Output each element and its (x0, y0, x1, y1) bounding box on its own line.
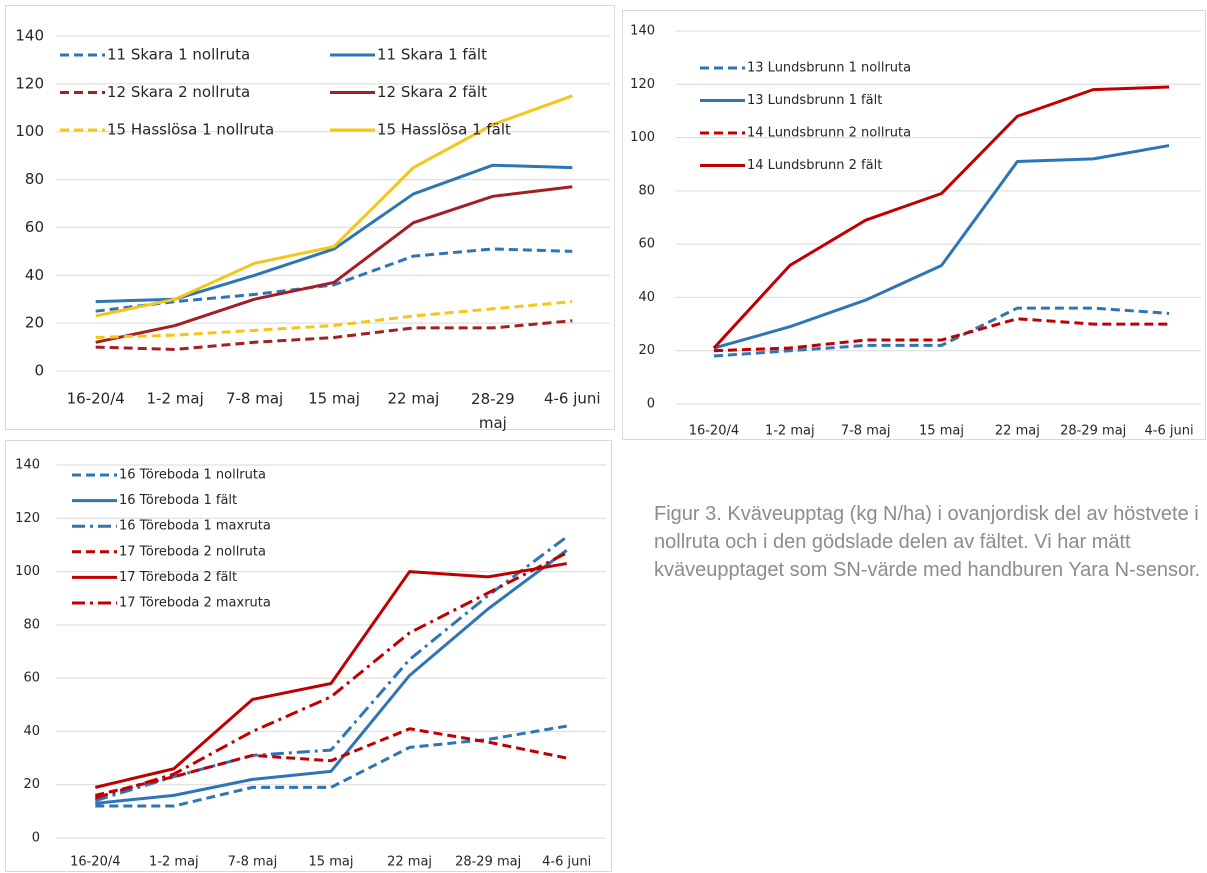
data-line (713, 317, 1170, 353)
y-tick-label: 60 (23, 671, 40, 686)
x-tick-label: 22 maj (387, 855, 432, 870)
x-tick-label: 15 maj (308, 390, 360, 408)
y-tick-label: 140 (15, 27, 44, 45)
legend-label: 14 Lundsbrunn 2 nollruta (747, 126, 911, 141)
data-line (713, 306, 1170, 358)
x-tick-label: 15 maj (309, 855, 354, 870)
data-line (95, 319, 573, 351)
y-tick-label: 0 (32, 831, 40, 846)
legend-label: 13 Lundsbrunn 1 fält (747, 93, 882, 108)
x-tick-label: 16-20/4 (70, 855, 120, 870)
y-tick-label: 140 (15, 458, 40, 473)
data-line (95, 185, 573, 344)
legend-label: 16 Töreboda 1 maxruta (119, 519, 271, 534)
legend-label: 12 Skara 2 fält (377, 83, 487, 101)
legend-label: 15 Hasslösa 1 nollruta (107, 121, 274, 139)
x-tick-label: 28-29 maj (471, 390, 515, 432)
data-line (713, 144, 1170, 350)
x-tick-label: 16-20/4 (67, 390, 125, 408)
y-tick-label: 120 (15, 511, 40, 526)
data-line (94, 727, 568, 797)
y-tick-label: 100 (15, 564, 40, 579)
chart-frame (5, 5, 615, 430)
data-line (94, 562, 567, 789)
y-tick-label: 0 (34, 362, 44, 380)
legend-label: 17 Töreboda 2 fält (119, 570, 237, 585)
legend-label: 16 Töreboda 1 fält (119, 493, 237, 508)
data-line (94, 551, 568, 800)
data-line (94, 535, 568, 803)
legend-label: 15 Hasslösa 1 fält (377, 121, 511, 139)
legend-label: 17 Töreboda 2 nollruta (119, 544, 266, 559)
x-tick-label: 1-2 maj (147, 390, 204, 408)
legend-label: 14 Lundsbrunn 2 fält (747, 158, 882, 173)
y-tick-label: 60 (25, 218, 44, 236)
legend-label: 17 Töreboda 2 maxruta (119, 596, 271, 611)
data-line (712, 85, 1170, 350)
y-tick-label: 80 (23, 617, 40, 632)
y-tick-label: 100 (630, 130, 655, 145)
x-tick-label: 1-2 maj (149, 855, 199, 870)
chart-frame (622, 10, 1206, 440)
legend-label: 12 Skara 2 nollruta (107, 83, 250, 101)
y-tick-label: 120 (630, 77, 655, 92)
y-tick-label: 80 (638, 183, 655, 198)
x-tick-label: 28-29 maj (455, 855, 521, 870)
chart-frame (5, 440, 612, 872)
data-line (95, 300, 573, 339)
x-tick-label: 22 maj (995, 424, 1040, 439)
y-tick-label: 60 (638, 237, 655, 252)
figure-caption: Figur 3. Kväveupptag (kg N/ha) i ovanjor… (654, 503, 1201, 581)
legend-label: 11 Skara 1 nollruta (107, 46, 250, 64)
data-line (95, 247, 573, 313)
y-tick-label: 120 (15, 74, 44, 92)
x-tick-label: 4-6 juni (1145, 424, 1194, 439)
x-tick-label: 7-8 maj (226, 390, 283, 408)
x-tick-label: 1-2 maj (765, 424, 815, 439)
legend-label: 16 Töreboda 1 nollruta (119, 468, 266, 483)
y-tick-label: 20 (25, 314, 44, 332)
y-tick-label: 20 (23, 777, 40, 792)
x-tick-label: 22 maj (388, 390, 440, 408)
data-line (95, 94, 573, 318)
x-tick-label: 15 maj (919, 424, 964, 439)
x-tick-label: 4-6 juni (544, 390, 601, 408)
legend-label: 11 Skara 1 fält (377, 46, 487, 64)
x-tick-label: 4-6 juni (542, 855, 591, 870)
y-tick-label: 80 (25, 170, 44, 188)
y-tick-label: 20 (638, 343, 655, 358)
data-line (95, 724, 567, 808)
y-tick-label: 100 (15, 122, 44, 140)
data-line (95, 549, 568, 805)
y-tick-label: 40 (25, 266, 44, 284)
x-tick-label: 7-8 maj (841, 424, 891, 439)
x-tick-label: 16-20/4 (689, 424, 739, 439)
y-tick-label: 40 (638, 290, 655, 305)
y-tick-label: 140 (630, 24, 655, 39)
x-tick-label: 28-29 maj (1060, 424, 1126, 439)
y-tick-label: 40 (23, 724, 40, 739)
x-tick-label: 7-8 maj (228, 855, 278, 870)
legend-label: 13 Lundsbrunn 1 nollruta (747, 61, 911, 76)
y-tick-label: 0 (647, 397, 655, 412)
